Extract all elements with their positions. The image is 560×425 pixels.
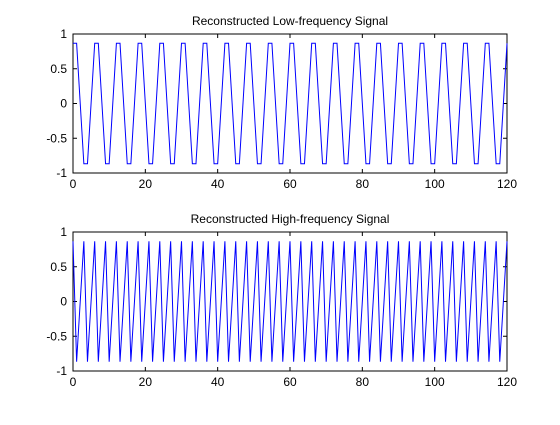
x-tick-label: 0: [70, 375, 77, 389]
x-tick-label: 60: [283, 375, 297, 389]
y-tick-label: 0.5: [50, 62, 67, 76]
high-frequency-ticks: 0 20 40 60 80 100 120 -1 -0.5 0 0.5 1: [46, 225, 517, 389]
low-frequency-ticks: 0 20 40 60 80 100 120 -1 -0.5 0 0.5 1: [46, 27, 517, 191]
low-frequency-title: Reconstructed Low-frequency Signal: [192, 14, 388, 28]
x-tick-label: 20: [139, 375, 153, 389]
x-tick-label: 80: [356, 177, 370, 191]
y-tick-label: 0.5: [50, 260, 67, 274]
high-frequency-title: Reconstructed High-frequency Signal: [191, 212, 390, 226]
signal-line: [73, 42, 508, 165]
x-tick-label: 80: [356, 375, 370, 389]
y-tick-label: -0.5: [46, 131, 67, 145]
y-tick-label: -1: [56, 166, 67, 180]
high-frequency-plot: Reconstructed High-frequency Signal 0 20 4…: [46, 212, 517, 389]
x-tick-label: 100: [425, 375, 445, 389]
y-tick-label: 0: [60, 97, 67, 111]
y-tick-label: -1: [56, 364, 67, 378]
y-tick-label: 1: [60, 225, 67, 239]
x-tick-label: 40: [211, 177, 225, 191]
signal-line: [72, 241, 508, 362]
x-tick-label: 40: [211, 375, 225, 389]
y-tick-label: 0: [60, 295, 67, 309]
x-tick-label: 120: [497, 177, 517, 191]
x-tick-label: 120: [497, 375, 517, 389]
x-tick-label: 0: [70, 177, 77, 191]
low-frequency-series: [73, 42, 508, 165]
x-tick-label: 60: [283, 177, 297, 191]
low-frequency-plot: Reconstructed Low-frequency Signal 0 20 40…: [46, 14, 517, 191]
x-tick-label: 100: [425, 177, 445, 191]
x-tick-label: 20: [139, 177, 153, 191]
y-tick-label: 1: [60, 27, 67, 41]
high-frequency-series: [72, 241, 508, 362]
y-tick-label: -0.5: [46, 329, 67, 343]
